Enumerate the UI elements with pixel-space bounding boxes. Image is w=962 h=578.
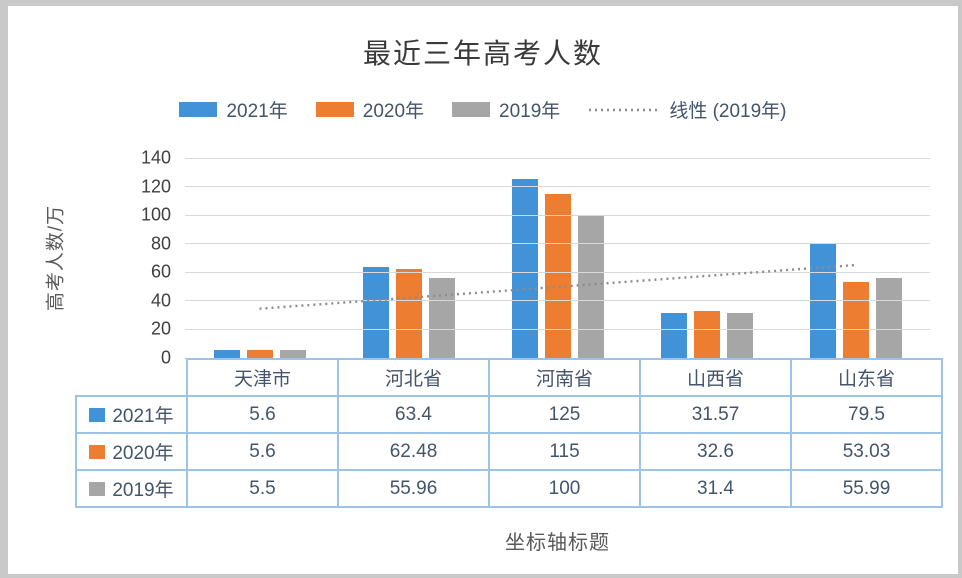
y-tick-label: 100: [140, 204, 171, 225]
table-value: 55.99: [790, 469, 943, 508]
bar-2019年: [279, 350, 306, 358]
legend-item-2020年: 2020年: [315, 96, 425, 123]
table-row-2021年: 2021年 5.6 63.4 125 31.57 79.5: [75, 395, 943, 434]
legend-label: 2019年: [499, 101, 561, 122]
bar-group-河南省: [483, 158, 632, 358]
x-axis-title: 坐标轴标题: [505, 532, 610, 554]
table-value: 62.48: [337, 432, 490, 471]
series-label: 2020年: [78, 438, 185, 465]
bar-2021年: [511, 179, 538, 358]
series-label-cell: 2019年: [75, 469, 188, 508]
table-value: 31.4: [639, 469, 792, 508]
bar-2019年: [726, 313, 753, 358]
bar-2019年: [428, 278, 455, 358]
bar-2020年: [693, 311, 720, 358]
series-label-cell: 2020年: [75, 432, 188, 471]
gridline-20: [185, 328, 930, 330]
table-value: 5.6: [186, 432, 339, 471]
gridline-80: [185, 243, 930, 245]
bar-2020年: [842, 282, 869, 358]
series-key-swatch: [89, 407, 106, 422]
category-header: 山东省: [790, 358, 943, 397]
legend-item-2021年: 2021年: [179, 96, 288, 123]
gridline-100: [185, 214, 930, 216]
bar-2020年: [544, 193, 571, 358]
table-value: 63.4: [337, 395, 490, 434]
bar-group-河北省: [334, 158, 483, 358]
gridline-0: [185, 357, 930, 359]
y-axis-title: 高考人数/万: [45, 204, 67, 312]
table-value: 31.57: [639, 395, 792, 434]
bar-2019年: [577, 215, 604, 358]
legend-label: 2021年: [226, 101, 288, 122]
series-name: 2019年: [112, 480, 174, 501]
category-header: 山西省: [639, 358, 792, 397]
table-value: 125: [488, 395, 641, 434]
legend-swatch: [315, 102, 354, 117]
bar-2021年: [362, 267, 389, 358]
category-header: 天津市: [186, 358, 339, 397]
chart-title: 最近三年高考人数: [362, 38, 603, 69]
table-value: 32.6: [639, 432, 792, 471]
legend-label: 2020年: [362, 101, 425, 122]
category-header: 河北省: [337, 358, 490, 397]
gridline-120: [185, 186, 930, 188]
legend-item-2019年: 2019年: [452, 96, 560, 123]
bar-2020年: [395, 268, 422, 358]
trendline-sample-icon: [589, 108, 660, 111]
series-label: 2021年: [78, 401, 185, 428]
y-tick-label: 120: [140, 176, 171, 197]
y-tick-label: 0: [160, 347, 171, 368]
legend-label: 线性 (2019年): [669, 101, 787, 122]
bar-2019年: [875, 278, 902, 358]
series-label-cell: 2021年: [75, 395, 188, 434]
y-tick-label: 60: [150, 261, 171, 282]
table-value: 5.6: [186, 395, 339, 434]
bar-groups: [185, 158, 930, 358]
category-header: 河南省: [488, 358, 641, 397]
table-value: 100: [488, 469, 641, 508]
series-name: 2021年: [112, 406, 174, 427]
series-name: 2020年: [112, 443, 174, 464]
bar-2020年: [246, 350, 273, 358]
series-key-swatch: [89, 444, 106, 459]
legend-swatch: [179, 102, 218, 117]
bar-group-天津市: [185, 158, 334, 358]
y-tick-label: 20: [150, 318, 171, 339]
gridline-60: [185, 271, 930, 273]
legend-item-trendline: 线性 (2019年): [588, 96, 787, 123]
y-tick-label: 80: [150, 233, 171, 254]
series-label: 2019年: [78, 475, 185, 502]
table-value: 5.5: [186, 469, 339, 508]
table-row-2020年: 2020年 5.6 62.48 115 32.6 53.03: [75, 432, 943, 471]
data-table: 天津市 河北省 河南省 山西省 山东省 2021年 5.6 63.4 125 31.57 79.5 2…: [75, 358, 943, 508]
table-blank-cell: [76, 359, 187, 396]
plot-area: 0 20 40 60 80 100 120 140: [141, 148, 930, 368]
gridline-40: [185, 300, 930, 302]
trendline: [259, 263, 856, 310]
series-key-swatch: [89, 481, 106, 496]
bar-2021年: [213, 350, 240, 358]
table-header-row: 天津市 河北省 河南省 山西省 山东省: [76, 358, 943, 397]
table-value: 55.96: [337, 469, 490, 508]
table-row-2019年: 2019年 5.5 55.96 100 31.4 55.99: [75, 469, 943, 508]
bar-2021年: [660, 312, 687, 358]
y-tick-label: 40: [150, 290, 171, 311]
table-value: 79.5: [790, 395, 943, 434]
gridline-140: [185, 157, 930, 159]
table-value: 115: [488, 432, 641, 471]
table-value: 53.03: [790, 432, 943, 471]
y-tick-label: 140: [140, 147, 171, 168]
bar-group-山西省: [632, 158, 781, 358]
legend: 2021年 2020年 2019年 线性 (2019年): [8, 96, 958, 123]
legend-swatch: [452, 102, 491, 117]
chart: 最近三年高考人数 2021年 2020年 2019年 线性 (2019年) 高考人数/…: [8, 6, 958, 574]
